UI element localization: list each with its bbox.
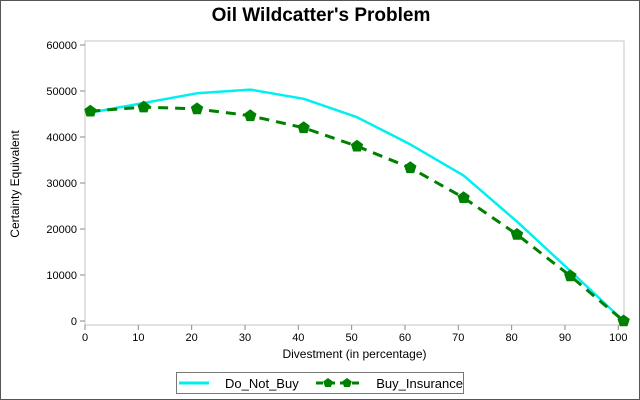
marker-pentagon-buy_insurance (510, 228, 524, 240)
x-tick-label: 70 (452, 332, 464, 344)
y-tick-label: 10000 (46, 270, 77, 282)
legend: Do_Not_Buy Buy_Insurance (176, 372, 464, 394)
legend-line-sample-buy-insurance (316, 378, 361, 387)
x-tick-label: 40 (292, 332, 304, 344)
legend-label-buy-insurance: Buy_Insurance (376, 375, 463, 391)
marker-pentagon-buy_insurance (297, 121, 310, 134)
x-tick-label: 60 (399, 332, 411, 344)
y-tick-label: 20000 (46, 224, 77, 236)
marker-pentagon-buy_insurance (617, 314, 630, 327)
marker-pentagon-buy_insurance (84, 104, 97, 117)
legend-label-do-not-buy: Do_Not_Buy (225, 375, 299, 391)
x-axis-title: Divestment (in percentage) (282, 347, 427, 361)
y-tick-label: 40000 (46, 132, 77, 144)
y-axis-title: Certainty Equivalent (8, 130, 22, 238)
series-line-do_not_buy (90, 88, 625, 322)
legend-marker-pentagon (342, 378, 353, 387)
legend-item-do-not-buy: Do_Not_Buy (177, 376, 299, 391)
legend-item-buy-insurance: Buy_Insurance (314, 375, 463, 391)
legend-marker-pentagon (323, 378, 334, 387)
x-tick-label: 10 (132, 332, 144, 344)
x-tick-label: 100 (609, 332, 627, 344)
x-tick-label: 90 (559, 332, 571, 344)
x-tick-label: 50 (346, 332, 358, 344)
y-tick-label: 30000 (46, 178, 77, 190)
y-tick-label: 50000 (46, 86, 77, 98)
x-tick-label: 0 (82, 332, 88, 344)
x-tick-label: 80 (506, 332, 518, 344)
x-tick-label: 30 (239, 332, 251, 344)
plot-frame (84, 40, 625, 326)
y-tick-label: 60000 (46, 40, 77, 52)
marker-pentagon-buy_insurance (244, 109, 257, 122)
x-tick-label: 20 (186, 332, 198, 344)
y-tick-label: 0 (71, 316, 77, 328)
marker-pentagon-buy_insurance (404, 161, 417, 174)
legend-line-sample-do-not-buy (179, 381, 209, 385)
chart-title: Oil Wildcatter's Problem (211, 5, 431, 26)
marker-pentagon-buy_insurance (564, 269, 577, 282)
marker-pentagon-buy_insurance (350, 139, 364, 152)
marker-pentagon-buy_insurance (190, 102, 204, 115)
marker-pentagon-buy_insurance (457, 191, 470, 203)
series-line-buy_insurance (90, 105, 625, 323)
marker-pentagon-buy_insurance (137, 100, 150, 113)
